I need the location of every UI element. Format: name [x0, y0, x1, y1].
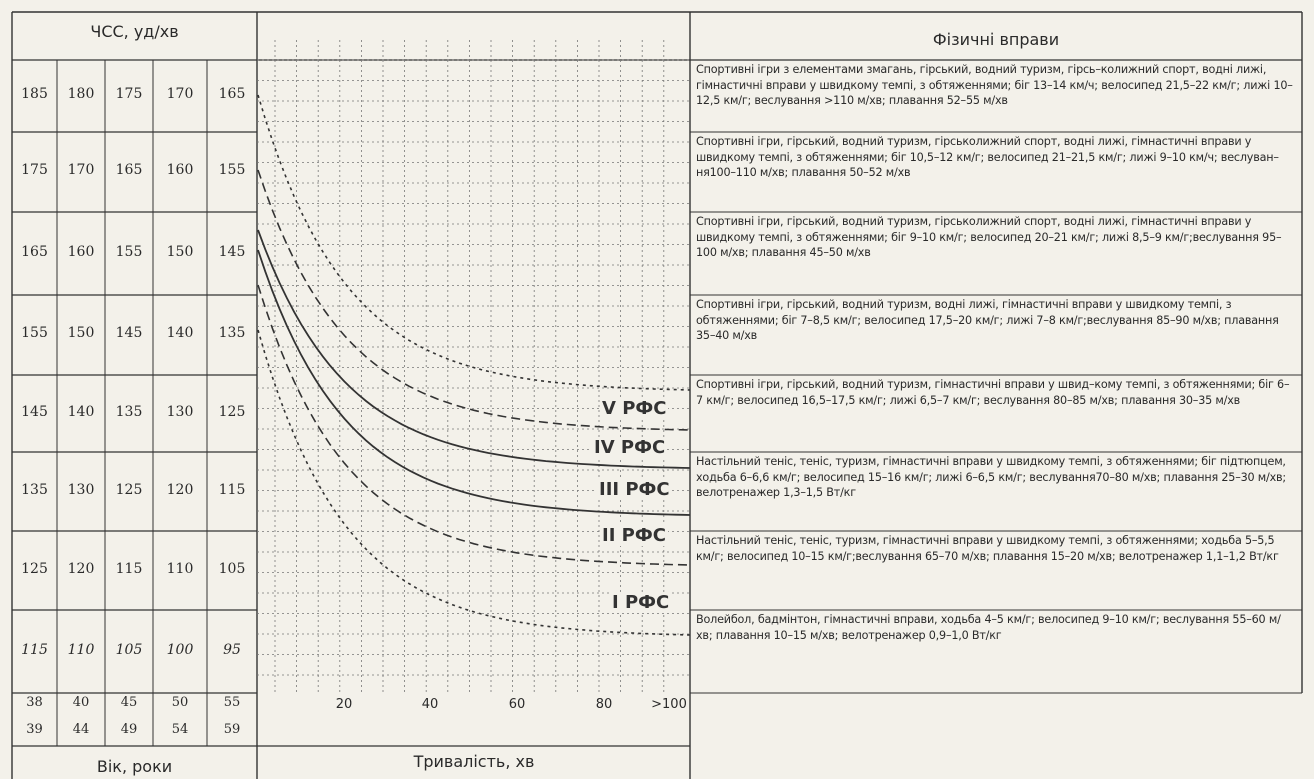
x-tick-label: 80	[595, 697, 613, 712]
exercise-cell: Настільний теніс, теніс, туризм, гімнаст…	[696, 534, 1279, 563]
hr-header: ЧСС, уд/хв	[90, 22, 179, 41]
series-line	[257, 284, 691, 566]
zone-label: IV РФС	[592, 437, 668, 458]
hr-cell: 160	[166, 162, 194, 178]
hr-cell: 120	[67, 560, 95, 577]
age-cell: 40	[72, 695, 90, 710]
hr-cell: 140	[166, 325, 194, 341]
hr-cell: 155	[115, 243, 143, 260]
hr-cell: 150	[67, 325, 95, 341]
hr-cell: 125	[218, 403, 246, 420]
hr-cell: 130	[67, 481, 95, 498]
hr-cell: 145	[115, 325, 143, 341]
age-cell: 44	[72, 722, 90, 737]
series-line	[257, 229, 691, 469]
exercise-cell: Волейбол, бадмінтон, гімнастичні вправи,…	[696, 613, 1281, 642]
exercise-cell: Настільний теніс, теніс, туризм, гімнаст…	[696, 455, 1286, 499]
hr-cell: 135	[115, 403, 143, 420]
hr-cell: 145	[21, 403, 48, 420]
zone-label: I РФС	[610, 592, 672, 613]
age-cell: 54	[171, 722, 189, 737]
exercise-cell: Спортивні ігри, гірський, водний туризм,…	[696, 215, 1282, 259]
hr-cell: 110	[67, 641, 95, 658]
hr-cell: 135	[218, 325, 246, 341]
exercise-cell: Спортивні ігри, гірський, водний туризм,…	[696, 378, 1290, 407]
x-tick-label: 20	[335, 697, 353, 712]
hr-cell: 180	[67, 86, 95, 102]
hr-cell: 160	[67, 243, 95, 260]
x-tick-label: 60	[508, 697, 526, 712]
age-cell: 38	[26, 695, 43, 710]
exercise-cell: Спортивні ігри, гірський, водний туризм,…	[696, 298, 1279, 342]
hr-cell: 165	[218, 86, 246, 102]
hr-cell: 155	[21, 325, 48, 341]
age-cell: 55	[223, 695, 241, 710]
series-line	[257, 329, 691, 636]
zone-label: II РФС	[600, 525, 668, 546]
hr-cell: 105	[115, 641, 143, 658]
hr-cell: 120	[166, 481, 194, 498]
hr-cell: 115	[115, 560, 143, 577]
zone-label: III РФС	[597, 479, 672, 500]
exercise-cell: Спортивні ігри з елементами змагань, гір…	[696, 63, 1293, 107]
age-cell: 45	[120, 695, 138, 710]
x-axis-label: Тривалість, хв	[413, 752, 535, 771]
hr-cell: 185	[21, 86, 48, 102]
hr-cell: 155	[218, 162, 246, 178]
hr-cell: 145	[218, 243, 246, 260]
series-line	[257, 169, 691, 431]
hr-cell: 130	[166, 403, 194, 420]
age-cell: 50	[171, 695, 189, 710]
age-cell: 39	[26, 722, 43, 737]
hr-cell: 125	[115, 481, 143, 498]
hr-cell: 115	[21, 641, 48, 658]
hr-cell: 105	[218, 560, 246, 577]
series-line	[257, 94, 691, 391]
hr-cell: 165	[115, 162, 143, 178]
hr-cell: 110	[166, 560, 194, 577]
zone-label: V РФС	[600, 398, 669, 419]
hr-cell: 150	[166, 243, 194, 260]
hr-cell: 135	[21, 481, 48, 498]
hr-cell: 165	[21, 243, 48, 260]
hr-cell: 100	[166, 641, 194, 658]
x-tick-label: >100	[651, 697, 687, 712]
x-tick-label: 40	[421, 697, 439, 712]
hr-cell: 170	[67, 162, 95, 178]
hr-cell: 95	[223, 641, 241, 658]
age-cell: 49	[120, 722, 138, 737]
exercise-cell: Спортивні ігри, гірський, водний туризм,…	[696, 135, 1279, 179]
age-header: Вік, роки	[96, 757, 173, 776]
hr-cell: 170	[166, 86, 194, 102]
hr-cell: 115	[218, 481, 246, 498]
hr-cell: 140	[67, 403, 95, 420]
hr-cell: 175	[21, 162, 48, 178]
hr-cell: 125	[21, 560, 48, 577]
series-line	[257, 249, 691, 516]
exercise-header: Фізичні вправи	[932, 30, 1060, 49]
hr-cell: 175	[115, 86, 143, 102]
age-cell: 59	[223, 722, 241, 737]
